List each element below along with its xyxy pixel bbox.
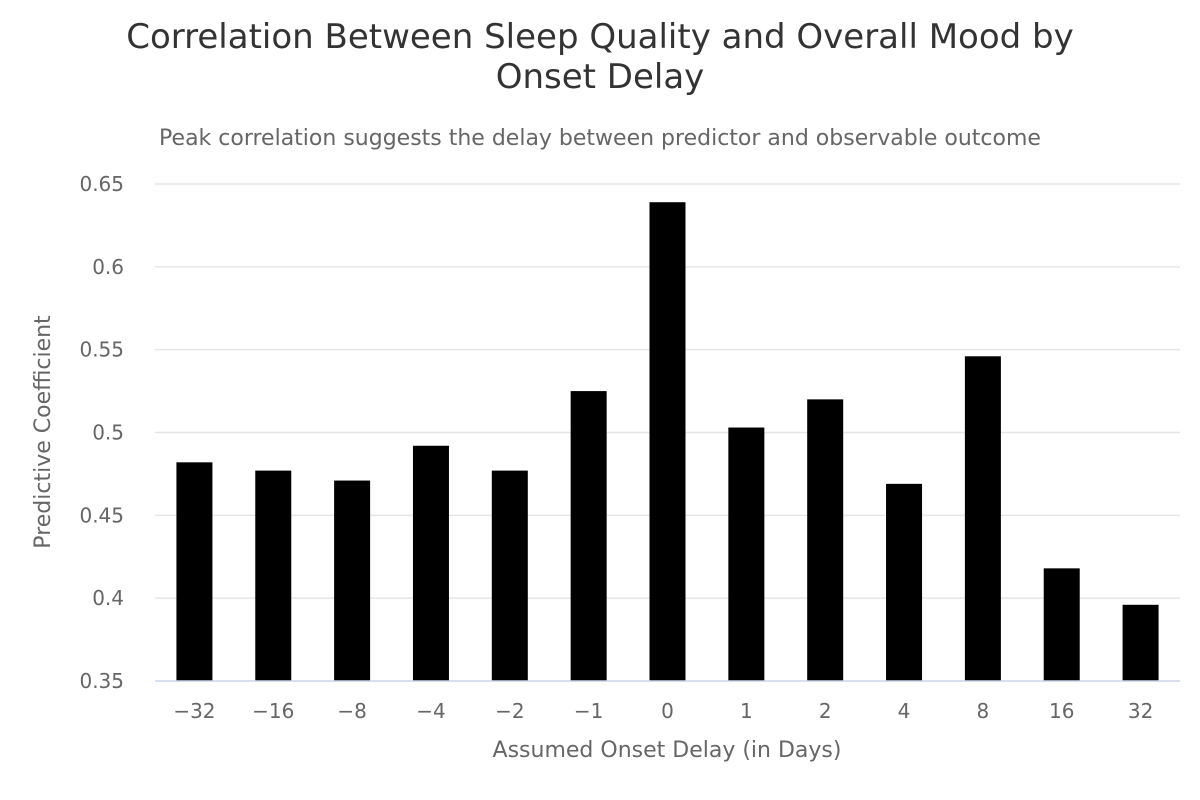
x-tick-label: −2 — [495, 699, 524, 723]
bar — [807, 399, 844, 681]
bar — [649, 202, 686, 681]
y-tick-label: 0.5 — [92, 421, 124, 445]
bar-layer — [155, 202, 1180, 682]
x-tick-label: 8 — [977, 699, 990, 723]
bar — [255, 470, 292, 681]
x-tick-label: −32 — [173, 699, 215, 723]
y-axis-ticks: 0.35 0.4 0.45 0.5 0.55 0.6 0.65 — [79, 172, 124, 693]
bar — [570, 391, 607, 681]
chart-subtitle: Peak correlation suggests the delay betw… — [159, 126, 1041, 151]
chart-title-line-1: Correlation Between Sleep Quality and Ov… — [126, 17, 1074, 57]
y-tick-label: 0.6 — [92, 255, 124, 279]
y-tick-label: 0.45 — [79, 503, 124, 527]
bar — [886, 483, 923, 681]
x-tick-label: 0 — [661, 699, 674, 723]
y-tick-label: 0.35 — [79, 669, 124, 693]
bar — [491, 470, 528, 681]
y-tick-label: 0.65 — [79, 172, 124, 196]
bar — [1122, 604, 1159, 681]
y-tick-label: 0.4 — [92, 586, 124, 610]
chart-title-line-2: Onset Delay — [496, 57, 705, 97]
bar — [1043, 568, 1080, 681]
x-axis-ticks: −32 −16 −8 −4 −2 −1 0 1 2 4 8 16 32 — [173, 699, 1153, 723]
x-tick-label: 1 — [740, 699, 753, 723]
x-tick-label: −8 — [337, 699, 366, 723]
bar — [176, 462, 213, 681]
y-tick-label: 0.55 — [79, 338, 124, 362]
x-tick-label: −1 — [574, 699, 603, 723]
bar — [334, 480, 371, 681]
bar — [964, 356, 1001, 681]
bar — [728, 427, 765, 681]
x-tick-label: 2 — [819, 699, 832, 723]
x-tick-label: 16 — [1049, 699, 1074, 723]
bar — [412, 445, 449, 681]
x-tick-label: −16 — [252, 699, 294, 723]
x-tick-label: −4 — [416, 699, 445, 723]
y-axis-title: Predictive Coefficient — [31, 315, 56, 549]
x-tick-label: 4 — [898, 699, 911, 723]
x-axis-title: Assumed Onset Delay (in Days) — [493, 738, 842, 763]
x-tick-label: 32 — [1128, 699, 1153, 723]
